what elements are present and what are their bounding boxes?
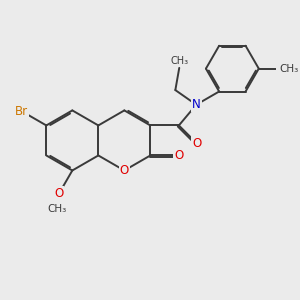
Text: Br: Br	[15, 105, 28, 118]
Text: O: O	[192, 137, 202, 150]
Text: O: O	[120, 164, 129, 177]
Text: CH₃: CH₃	[170, 56, 188, 66]
Text: O: O	[54, 188, 63, 200]
Text: N: N	[192, 98, 201, 111]
Text: O: O	[174, 149, 184, 162]
Text: CH₃: CH₃	[48, 204, 67, 214]
Text: CH₃: CH₃	[279, 64, 298, 74]
